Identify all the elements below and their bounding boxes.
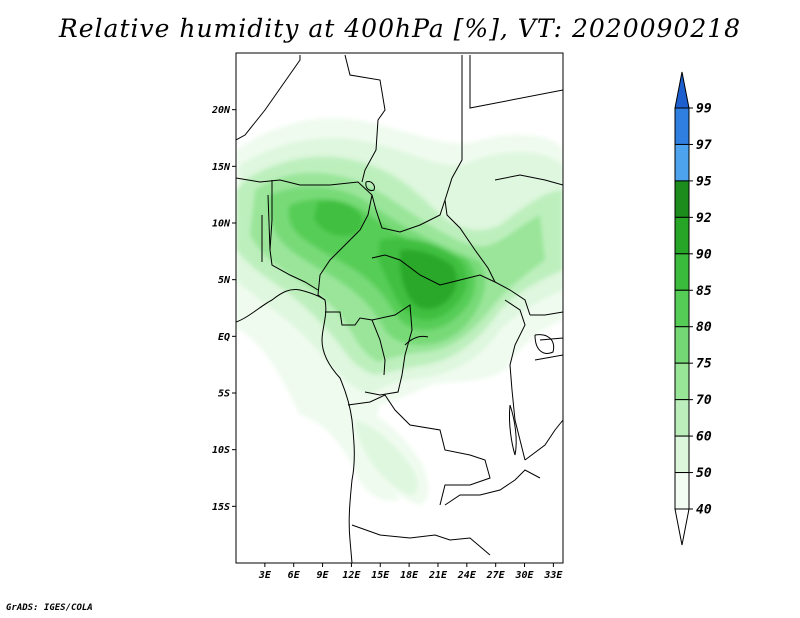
colorbar-top-arrow: [674, 71, 690, 109]
border-east-africa: [524, 311, 563, 461]
colorbar-label: 97: [696, 138, 712, 153]
colorbar-label: 85: [696, 284, 712, 299]
colorbar-label: 99: [696, 102, 712, 117]
lat-tick-label: 20N: [211, 105, 231, 116]
colorbar-label: 95: [696, 174, 712, 189]
border-sahel-2: [344, 54, 386, 183]
colorbar-label: 60: [696, 430, 712, 445]
colorbar-segment: [674, 143, 690, 182]
colorbar-label: 75: [696, 357, 712, 372]
border-gabon: [325, 311, 386, 376]
colorbar-segment: [674, 472, 690, 510]
lat-tick-label: 5S: [218, 389, 230, 400]
border-zambia: [444, 469, 541, 506]
colorbar-label: 90: [696, 247, 712, 262]
lake-chad: [365, 181, 375, 191]
lon-tick-label: 18E: [400, 570, 419, 581]
colorbar: 99 97 95 92 90 85 80 75 70 60 50 40: [674, 71, 712, 546]
lat-tick-label: EQ: [218, 332, 230, 343]
lon-tick-label: 15E: [371, 570, 390, 581]
lon-tick-label: 12E: [342, 570, 361, 581]
border-benin: [261, 194, 271, 262]
lon-tick-label: 33E: [543, 570, 563, 581]
country-borders: [236, 54, 563, 563]
colorbar-segment: [674, 253, 690, 291]
lake-victoria: [534, 334, 555, 354]
border-angola: [347, 394, 491, 506]
colorbar-bottom-arrow: [674, 508, 690, 546]
longitude-axis: 3E 6E 9E 12E 15E 18E 21E 24E 27E 30E 33E: [258, 563, 563, 581]
border-cameroon: [317, 194, 373, 301]
lon-tick-label: 30E: [514, 570, 534, 581]
lat-tick-label: 15N: [212, 162, 231, 173]
colorbar-segment: [674, 435, 690, 474]
border-car-south: [371, 254, 496, 286]
grads-credit: GrADS: IGES/COLA: [6, 603, 93, 613]
border-egypt: [469, 55, 563, 109]
lon-tick-label: 9E: [317, 570, 330, 581]
colorbar-label: 70: [696, 393, 712, 408]
colorbar-segment: [674, 399, 690, 437]
lon-tick-label: 24E: [457, 570, 477, 581]
border-drc-east: [504, 299, 526, 461]
humidity-band-85-west: [314, 200, 363, 236]
border-sahel-1: [236, 177, 377, 211]
colorbar-segment: [674, 362, 690, 401]
colorbar-label: 92: [696, 211, 712, 226]
colorbar-label: 80: [696, 320, 712, 335]
lon-tick-label: 27E: [486, 570, 506, 581]
colorbar-segment: [674, 216, 690, 255]
colorbar-label: 40: [696, 503, 712, 518]
colorbar-segment: [674, 180, 690, 218]
map-title: Relative humidity at 400hPa [%], VT: 202…: [58, 14, 742, 43]
border-north-africa: [236, 55, 301, 141]
border-congo: [364, 304, 413, 396]
border-horn: [494, 174, 563, 186]
border-sudan: [444, 55, 531, 316]
lake-tanganyika: [509, 404, 517, 456]
border-chad-car: [375, 199, 446, 233]
lon-tick-label: 21E: [428, 570, 448, 581]
lat-tick-label: 10N: [212, 219, 231, 230]
river-congo: [404, 335, 429, 346]
lat-tick-label: 10S: [212, 445, 230, 456]
colorbar-label: 50: [696, 466, 712, 481]
latitude-axis: 20N 15N 10N 5N EQ 5S 10S 15S: [211, 105, 236, 513]
lat-tick-label: 5N: [218, 275, 231, 286]
border-nigeria: [269, 180, 319, 291]
humidity-band-50-south: [355, 420, 418, 495]
humidity-field: [236, 118, 563, 505]
colorbar-segment: [674, 289, 690, 328]
lon-tick-label: 3E: [258, 570, 272, 581]
lon-tick-label: 6E: [288, 570, 301, 581]
colorbar-segment: [674, 326, 690, 364]
colorbar-segment: [674, 107, 690, 145]
coastline-west: [236, 289, 355, 563]
plot-frame: [235, 52, 564, 564]
border-namibia: [351, 524, 491, 556]
lat-tick-label: 15S: [212, 502, 230, 513]
